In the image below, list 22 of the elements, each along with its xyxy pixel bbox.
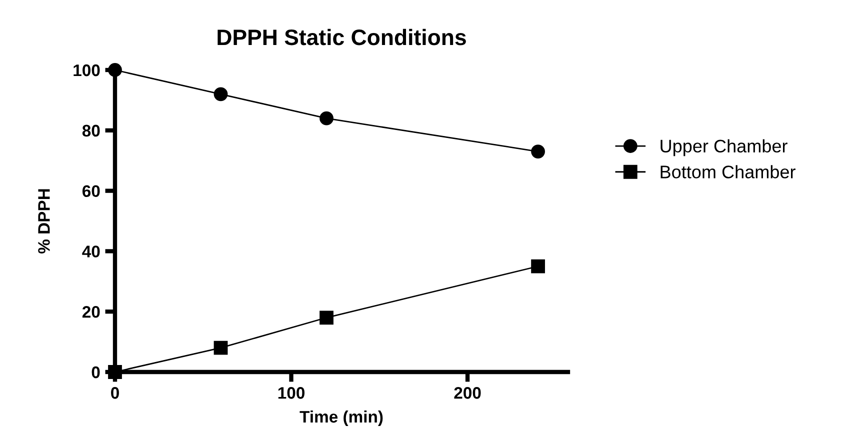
point — [214, 340, 228, 355]
point — [214, 87, 228, 102]
y-tick-label: 20 — [82, 306, 100, 318]
y-tick-label: 100 — [74, 64, 100, 76]
point — [108, 63, 122, 77]
y-tick-label: 0 — [92, 366, 100, 378]
y-tick-label: 60 — [82, 185, 100, 198]
chart-title: DPPH Static Conditions — [218, 28, 466, 46]
legend-label: Bottom Chamber — [660, 165, 796, 178]
y-tick-label: 80 — [82, 124, 100, 137]
point — [320, 111, 334, 126]
point — [531, 144, 545, 158]
y-axis-title: % DPPH — [38, 189, 50, 254]
x-axis-title: Time (min) — [300, 410, 383, 426]
x-tick-label: 0 — [111, 387, 119, 399]
x-tick-label: 200 — [454, 387, 481, 399]
y-tick-label: 40 — [82, 246, 100, 258]
x-tick-label: 100 — [278, 387, 304, 399]
point — [531, 259, 545, 274]
legend-label: Upper Chamber — [660, 139, 788, 156]
point — [320, 310, 334, 325]
point — [108, 365, 122, 379]
